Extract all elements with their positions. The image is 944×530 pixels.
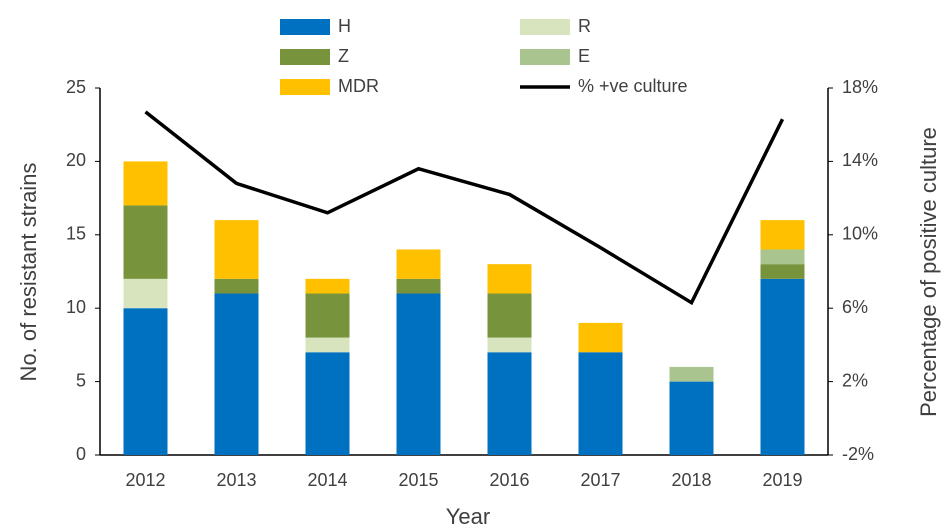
y2-tick-label: 6% (842, 297, 868, 317)
legend-label: E (578, 46, 590, 66)
bar-segment (123, 278, 168, 309)
legend-swatch (520, 19, 570, 35)
x-tick-label: 2019 (762, 470, 802, 490)
bar-segment (123, 205, 168, 279)
bar-segment (487, 264, 532, 294)
x-tick-label: 2015 (398, 470, 438, 490)
y2-tick-label: -2% (842, 444, 874, 464)
bar-segment (760, 249, 805, 265)
y2-tick-label: 18% (842, 77, 878, 97)
x-tick-label: 2018 (671, 470, 711, 490)
bar-segment (487, 337, 532, 353)
bar-segment (214, 293, 259, 455)
bar-segment (669, 366, 714, 382)
y-tick-label: 5 (76, 370, 86, 390)
legend-swatch (520, 49, 570, 65)
bar-segment (760, 220, 805, 250)
y2-axis-title: Percentage of positive culture (916, 127, 941, 417)
bar-segment (578, 322, 623, 353)
bar-segment (123, 308, 168, 455)
bar-segment (305, 278, 350, 294)
y2-tick-label: 2% (842, 370, 868, 390)
bar-segment (123, 161, 168, 206)
legend-swatch (280, 79, 330, 95)
bar-segment (487, 352, 532, 455)
legend-label: R (578, 16, 591, 36)
legend-label: % +ve culture (578, 76, 688, 96)
y-axis-title: No. of resistant strains (16, 163, 41, 382)
line-series (144, 110, 785, 306)
bar-segment (396, 278, 441, 294)
legend-label: Z (338, 46, 349, 66)
bar-segment (396, 249, 441, 279)
y-tick-label: 20 (66, 150, 86, 170)
bar-segment (487, 293, 532, 338)
y-tick-label: 15 (66, 224, 86, 244)
bar-segment (305, 293, 350, 338)
y2-tick-label: 10% (842, 224, 878, 244)
legend-label: H (338, 16, 351, 36)
legend-swatch (280, 49, 330, 65)
y-tick-label: 25 (66, 77, 86, 97)
bar-segment (305, 337, 350, 353)
bar-segment (760, 278, 805, 455)
bar-segment (214, 278, 259, 294)
x-tick-label: 2017 (580, 470, 620, 490)
x-tick-label: 2013 (216, 470, 256, 490)
x-tick-label: 2012 (125, 470, 165, 490)
bar-segment (214, 220, 259, 279)
bar-segment (305, 352, 350, 455)
legend-label: MDR (338, 76, 379, 96)
y-tick-label: 10 (66, 297, 86, 317)
bar-segment (396, 293, 441, 455)
y2-tick-label: 14% (842, 150, 878, 170)
legend-swatch (280, 19, 330, 35)
bar-segment (760, 264, 805, 279)
bar-segment (669, 381, 714, 455)
y-tick-label: 0 (76, 444, 86, 464)
x-tick-label: 2016 (489, 470, 529, 490)
bar-segment (578, 352, 623, 455)
x-axis-title: Year (446, 504, 490, 529)
x-tick-label: 2014 (307, 470, 347, 490)
